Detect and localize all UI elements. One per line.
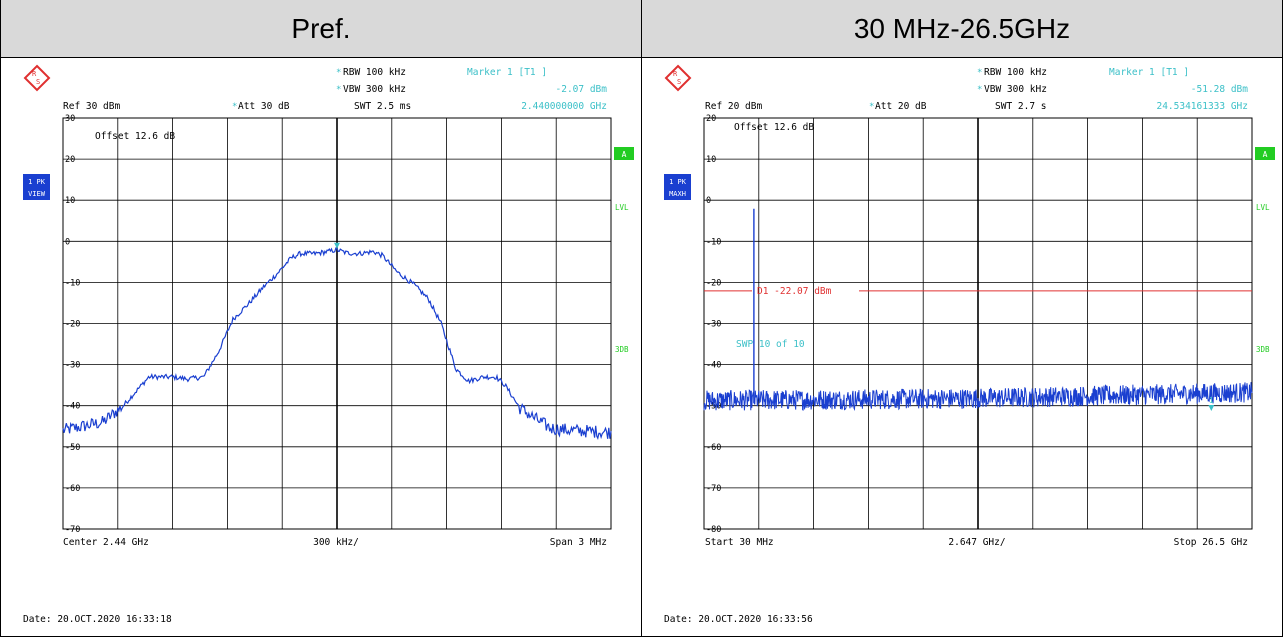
capture-date: Date: 20.OCT.2020 16:33:56 (664, 614, 813, 625)
lvl-label: LVL (615, 203, 629, 212)
marker-1 (1208, 404, 1215, 411)
attenuation: Att 20 dB (875, 101, 927, 112)
lvl-label: LVL (1256, 203, 1270, 212)
sweep-count: SWP 10 of 10 (736, 339, 805, 350)
center-frequency: Center 2.44 GHz (63, 537, 149, 548)
trace-mode: VIEW (28, 190, 46, 198)
y-tick-label: -30 (706, 320, 721, 330)
svg-text:S: S (36, 78, 40, 86)
y-tick-label: -50 (65, 443, 80, 453)
rbw-text: RBW 100 kHz (984, 67, 1047, 78)
ref-level: Ref 30 dBm (63, 101, 120, 112)
column-divider (641, 0, 642, 637)
start-frequency: Start 30 MHz (705, 537, 774, 548)
span: Span 3 MHz (550, 537, 607, 548)
spectrum-panel-pref: R S RBW 100 kHz * VBW 300 kHz * SWT 2.5 … (1, 58, 641, 636)
header-pref-label: Pref. (291, 12, 351, 44)
swt-text: SWT 2.7 s (995, 101, 1046, 112)
trace-mode-badge (664, 174, 691, 200)
display-line-label: D1 -22.07 dBm (757, 286, 832, 297)
y-tick-label: -40 (706, 361, 721, 371)
y-tick-label: 20 (65, 155, 75, 165)
trace-mode: MAXH (669, 190, 686, 198)
rohde-schwarz-logo: R S (664, 64, 692, 92)
marker-frequency: 2.440000000 GHz (521, 101, 607, 112)
svg-text:R: R (32, 70, 37, 78)
svg-text:R: R (673, 70, 678, 78)
ref-level: Ref 20 dBm (705, 101, 762, 112)
vbw-text: VBW 300 kHz (984, 84, 1047, 95)
trace-a-label: A (622, 150, 627, 159)
frequency-per-div: 2.647 GHz/ (948, 537, 1005, 548)
y-tick-label: 10 (65, 196, 75, 206)
spectrum-panel-wideband: R S RBW 100 kHz * VBW 300 kHz * SWT 2.7 … (642, 58, 1282, 636)
svg-text:S: S (677, 78, 681, 86)
trace-line (703, 382, 1253, 412)
trace-detector: 1 PK (669, 178, 687, 186)
rbw-star: * (977, 68, 982, 78)
att-star: * (232, 102, 237, 112)
capture-date: Date: 20.OCT.2020 16:33:18 (23, 614, 172, 625)
y-tick-label: -40 (65, 402, 80, 412)
offset-label: Offset 12.6 dB (95, 131, 175, 142)
marker-level: -2.07 dBm (556, 84, 608, 95)
y-tick-label: 30 (65, 114, 75, 124)
three-db-label: 3DB (615, 345, 629, 354)
header-pref: Pref. (1, 0, 641, 58)
rohde-schwarz-logo: R S (23, 64, 51, 92)
y-tick-label: -70 (706, 484, 721, 494)
y-tick-label: 10 (706, 155, 716, 165)
y-tick-label: -60 (65, 484, 80, 494)
trace-mode-badge (23, 174, 50, 200)
att-star: * (869, 102, 874, 112)
trace-detector: 1 PK (28, 178, 46, 186)
y-tick-label: -20 (706, 278, 721, 288)
rbw-star: * (336, 68, 341, 78)
header-range-label: 30 MHz-26.5GHz (853, 12, 1071, 44)
marker-frequency: 24.534161333 GHz (1156, 101, 1248, 112)
marker-1-label: 1 (1209, 396, 1214, 405)
y-tick-label: 0 (65, 237, 70, 247)
rbw-text: RBW 100 kHz (343, 67, 406, 78)
y-tick-label: -20 (65, 320, 80, 330)
vbw-star: * (336, 85, 341, 95)
vbw-star: * (977, 85, 982, 95)
header-range: 30 MHz-26.5GHz (642, 0, 1282, 58)
marker-1-triangle (1208, 404, 1215, 411)
spectrum-screen-pref: R S RBW 100 kHz * VBW 300 kHz * SWT 2.5 … (23, 64, 634, 625)
trace-a-badge (614, 147, 634, 160)
stop-frequency: Stop 26.5 GHz (1174, 537, 1248, 548)
attenuation: Att 30 dB (238, 101, 290, 112)
marker-1-triangle (334, 242, 340, 249)
marker-title: Marker 1 [T1 ] (1109, 67, 1189, 78)
vbw-text: VBW 300 kHz (343, 84, 406, 95)
three-db-label: 3DB (1256, 345, 1270, 354)
y-tick-label: -80 (706, 525, 721, 535)
y-tick-label: -10 (65, 278, 80, 288)
marker-1 (334, 242, 340, 249)
spectrum-trace (703, 208, 1253, 412)
marker-level: -51.28 dBm (1191, 84, 1248, 95)
y-tick-label: -30 (65, 361, 80, 371)
spectrum-screen-wideband: R S RBW 100 kHz * VBW 300 kHz * SWT 2.7 … (664, 64, 1275, 625)
y-tick-label: -10 (706, 237, 721, 247)
y-tick-label: -60 (706, 443, 721, 453)
y-tick-label: 0 (706, 196, 711, 206)
graticule: 30 20 10 0 -10 -20 -30 -40 -50 -60 -70 (62, 114, 612, 535)
swt-text: SWT 2.5 ms (354, 101, 411, 112)
y-tick-label: 20 (706, 114, 716, 124)
offset-label: Offset 12.6 dB (734, 122, 814, 133)
y-tick-label: -70 (65, 525, 80, 535)
trace-a-badge (1255, 147, 1275, 160)
frequency-per-div: 300 kHz/ (313, 537, 359, 548)
trace-a-label: A (1263, 150, 1268, 159)
marker-title: Marker 1 [T1 ] (467, 67, 547, 78)
